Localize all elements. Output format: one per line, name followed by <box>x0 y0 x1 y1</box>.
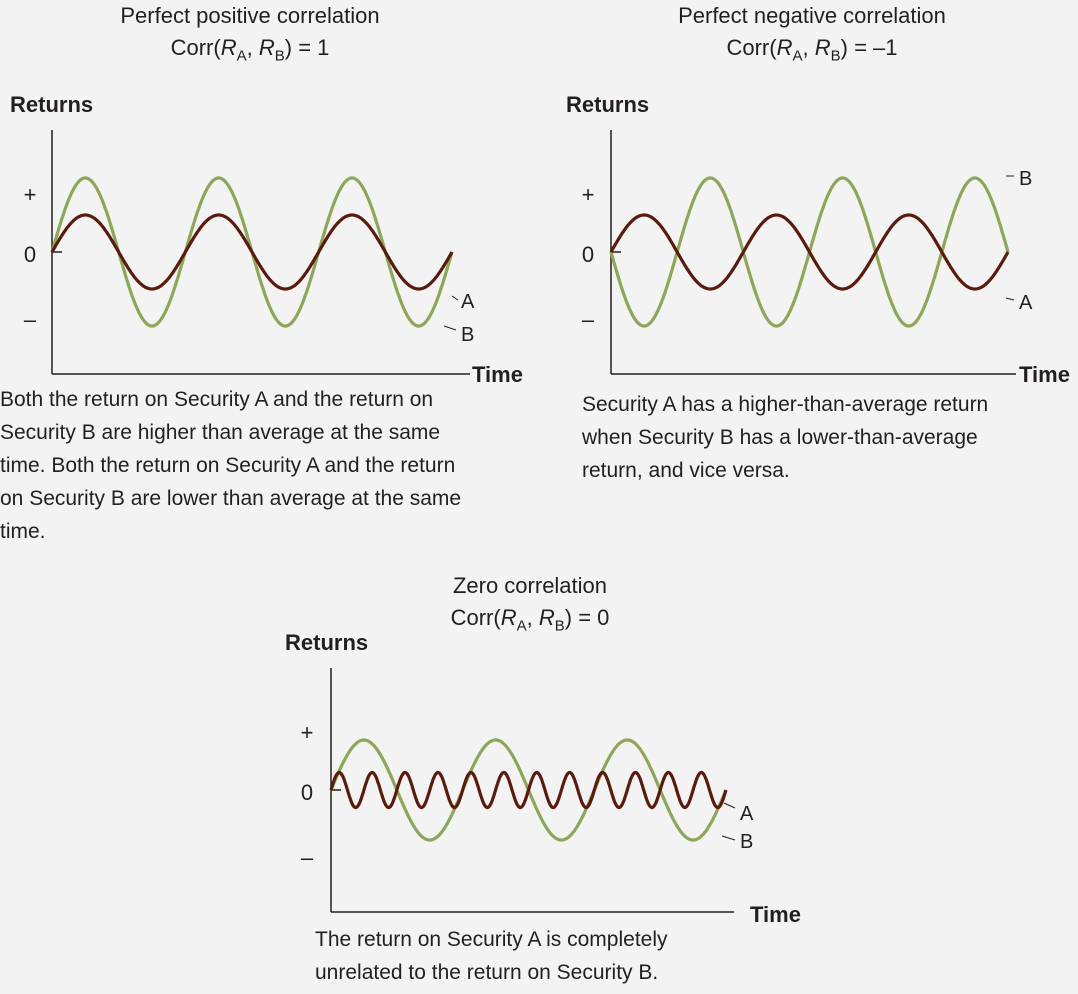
series-a-leader <box>1005 297 1015 301</box>
series-a-leader <box>451 295 459 301</box>
series-b-label: B <box>1019 168 1032 190</box>
chart-title: Perfect positive correlation Corr(RA, RB… <box>80 0 420 72</box>
y-axis-label: Returns <box>285 630 369 655</box>
series-b-leader <box>721 835 736 841</box>
series-a-line <box>50 213 454 291</box>
series-a-line <box>609 213 1010 291</box>
x-axis-label: Time <box>750 902 801 927</box>
chart-title: Perfect negative correlation Corr(RA, RB… <box>642 0 982 72</box>
correlation-formula: Corr(RA, RB) = 0 <box>450 605 610 635</box>
chart-title-text: Zero correlation <box>452 573 608 598</box>
chart-caption: Security A has a higher-than-average ret… <box>582 393 989 482</box>
chart-title-text: Perfect negative correlation <box>678 3 946 28</box>
y-tick-plus: + <box>581 182 595 207</box>
chart-caption: Both the return on Security A and the re… <box>0 388 462 543</box>
series-a-label: A <box>740 803 754 825</box>
y-tick-zero: 0 <box>300 780 314 805</box>
y-axis-label: Returns <box>10 92 94 117</box>
y-tick-zero: 0 <box>23 242 37 267</box>
y-tick-minus: – <box>581 307 595 332</box>
y-tick-minus: – <box>300 845 314 870</box>
y-tick-zero: 0 <box>581 242 595 267</box>
series-b-label: B <box>740 831 753 853</box>
chart-title-text: Perfect positive correlation <box>120 3 380 28</box>
series-a-label: A <box>461 291 475 313</box>
y-axis-label: Returns <box>566 92 650 117</box>
y-tick-plus: + <box>23 182 37 207</box>
chart-caption: The return on Security A is completely u… <box>315 928 668 984</box>
series-b-label: B <box>461 324 474 346</box>
y-tick-minus: – <box>23 307 37 332</box>
correlation-formula: Corr(RA, RB) = –1 <box>726 35 898 65</box>
correlation-formula: Corr(RA, RB) = 1 <box>170 35 330 65</box>
x-axis-label: Time <box>472 362 523 387</box>
series-b-leader <box>443 325 457 331</box>
y-tick-plus: + <box>300 720 314 745</box>
chart-title: Zero correlation Corr(RA, RB) = 0 <box>360 570 700 642</box>
series-a-leader <box>723 802 736 809</box>
x-axis-label: Time <box>1019 362 1070 387</box>
series-a-line <box>329 770 728 810</box>
series-a-label: A <box>1019 292 1033 314</box>
